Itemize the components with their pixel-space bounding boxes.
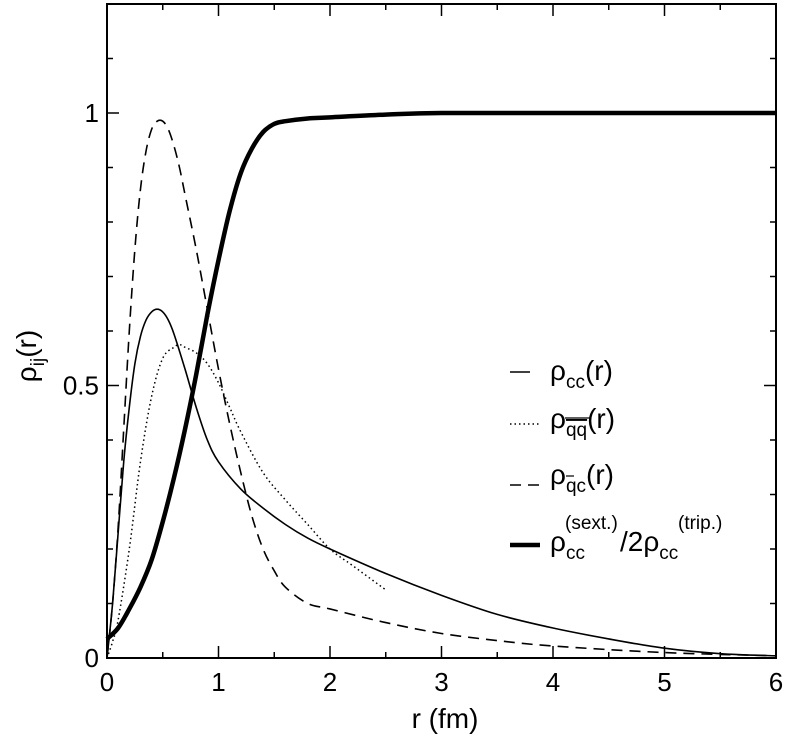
legend: ρcc(r) ρqq(r) ρqc(r) ρcc(sext.)/2ρcc(tri…: [510, 355, 722, 564]
y-axis-label-main: ρ: [11, 366, 42, 382]
legend-qc-tail: (r): [586, 459, 614, 490]
legend-cc-main: ρ: [550, 355, 566, 386]
tick-labels: 0 1 2 3 4 5 6 0 0.5 1: [63, 98, 783, 697]
legend-ratio-sub2: cc: [659, 543, 678, 564]
x-tick-label: 4: [546, 667, 560, 697]
legend-cc-sub: cc: [566, 372, 585, 393]
legend-cc-tail: (r): [585, 355, 613, 386]
legend-ratio-mid: /2ρ: [620, 526, 659, 557]
legend-qq-main: ρ: [550, 403, 566, 434]
legend-ratio-sup: (sext.): [565, 513, 618, 534]
y-tick-label: 1: [85, 98, 99, 128]
legend-entry-qc: ρqc(r): [550, 459, 614, 497]
x-axis-label: r (fm): [412, 703, 479, 734]
y-tick-label: 0.5: [63, 371, 99, 401]
series-line-qq: [106, 343, 387, 659]
legend-entry-cc: ρcc(r): [550, 355, 613, 393]
y-axis-label-sub: ij: [28, 358, 49, 366]
legend-ratio-sub: cc: [566, 543, 585, 564]
x-tick-label: 5: [657, 667, 671, 697]
legend-qc-main: ρ: [550, 459, 566, 490]
legend-qq-sub: qq: [566, 420, 587, 441]
plot-frame: [106, 3, 777, 659]
x-tick-label: 2: [323, 667, 337, 697]
x-tick-label: 6: [769, 667, 783, 697]
legend-qq-tail: (r): [587, 403, 615, 434]
y-axis-label-tail: (r): [11, 330, 42, 358]
legend-entry-qq: ρqq(r): [550, 403, 615, 441]
legend-ratio-sup2: (trip.): [678, 513, 722, 534]
legend-entry-ratio: ρcc(sext.)/2ρcc(trip.): [550, 513, 722, 564]
x-tick-label: 1: [211, 667, 225, 697]
series-line-qc: [106, 119, 777, 659]
x-tick-label: 3: [434, 667, 448, 697]
legend-ratio-main: ρ: [550, 526, 566, 557]
x-tick-label: 0: [100, 667, 114, 697]
y-axis-label: ρij(r): [11, 330, 49, 382]
series-line-ratio: [105, 110, 776, 641]
legend-qc-sub: qc: [566, 476, 586, 497]
series-lines: [105, 110, 777, 659]
series-line-cc: [106, 308, 777, 659]
y-tick-label: 0: [85, 643, 99, 673]
